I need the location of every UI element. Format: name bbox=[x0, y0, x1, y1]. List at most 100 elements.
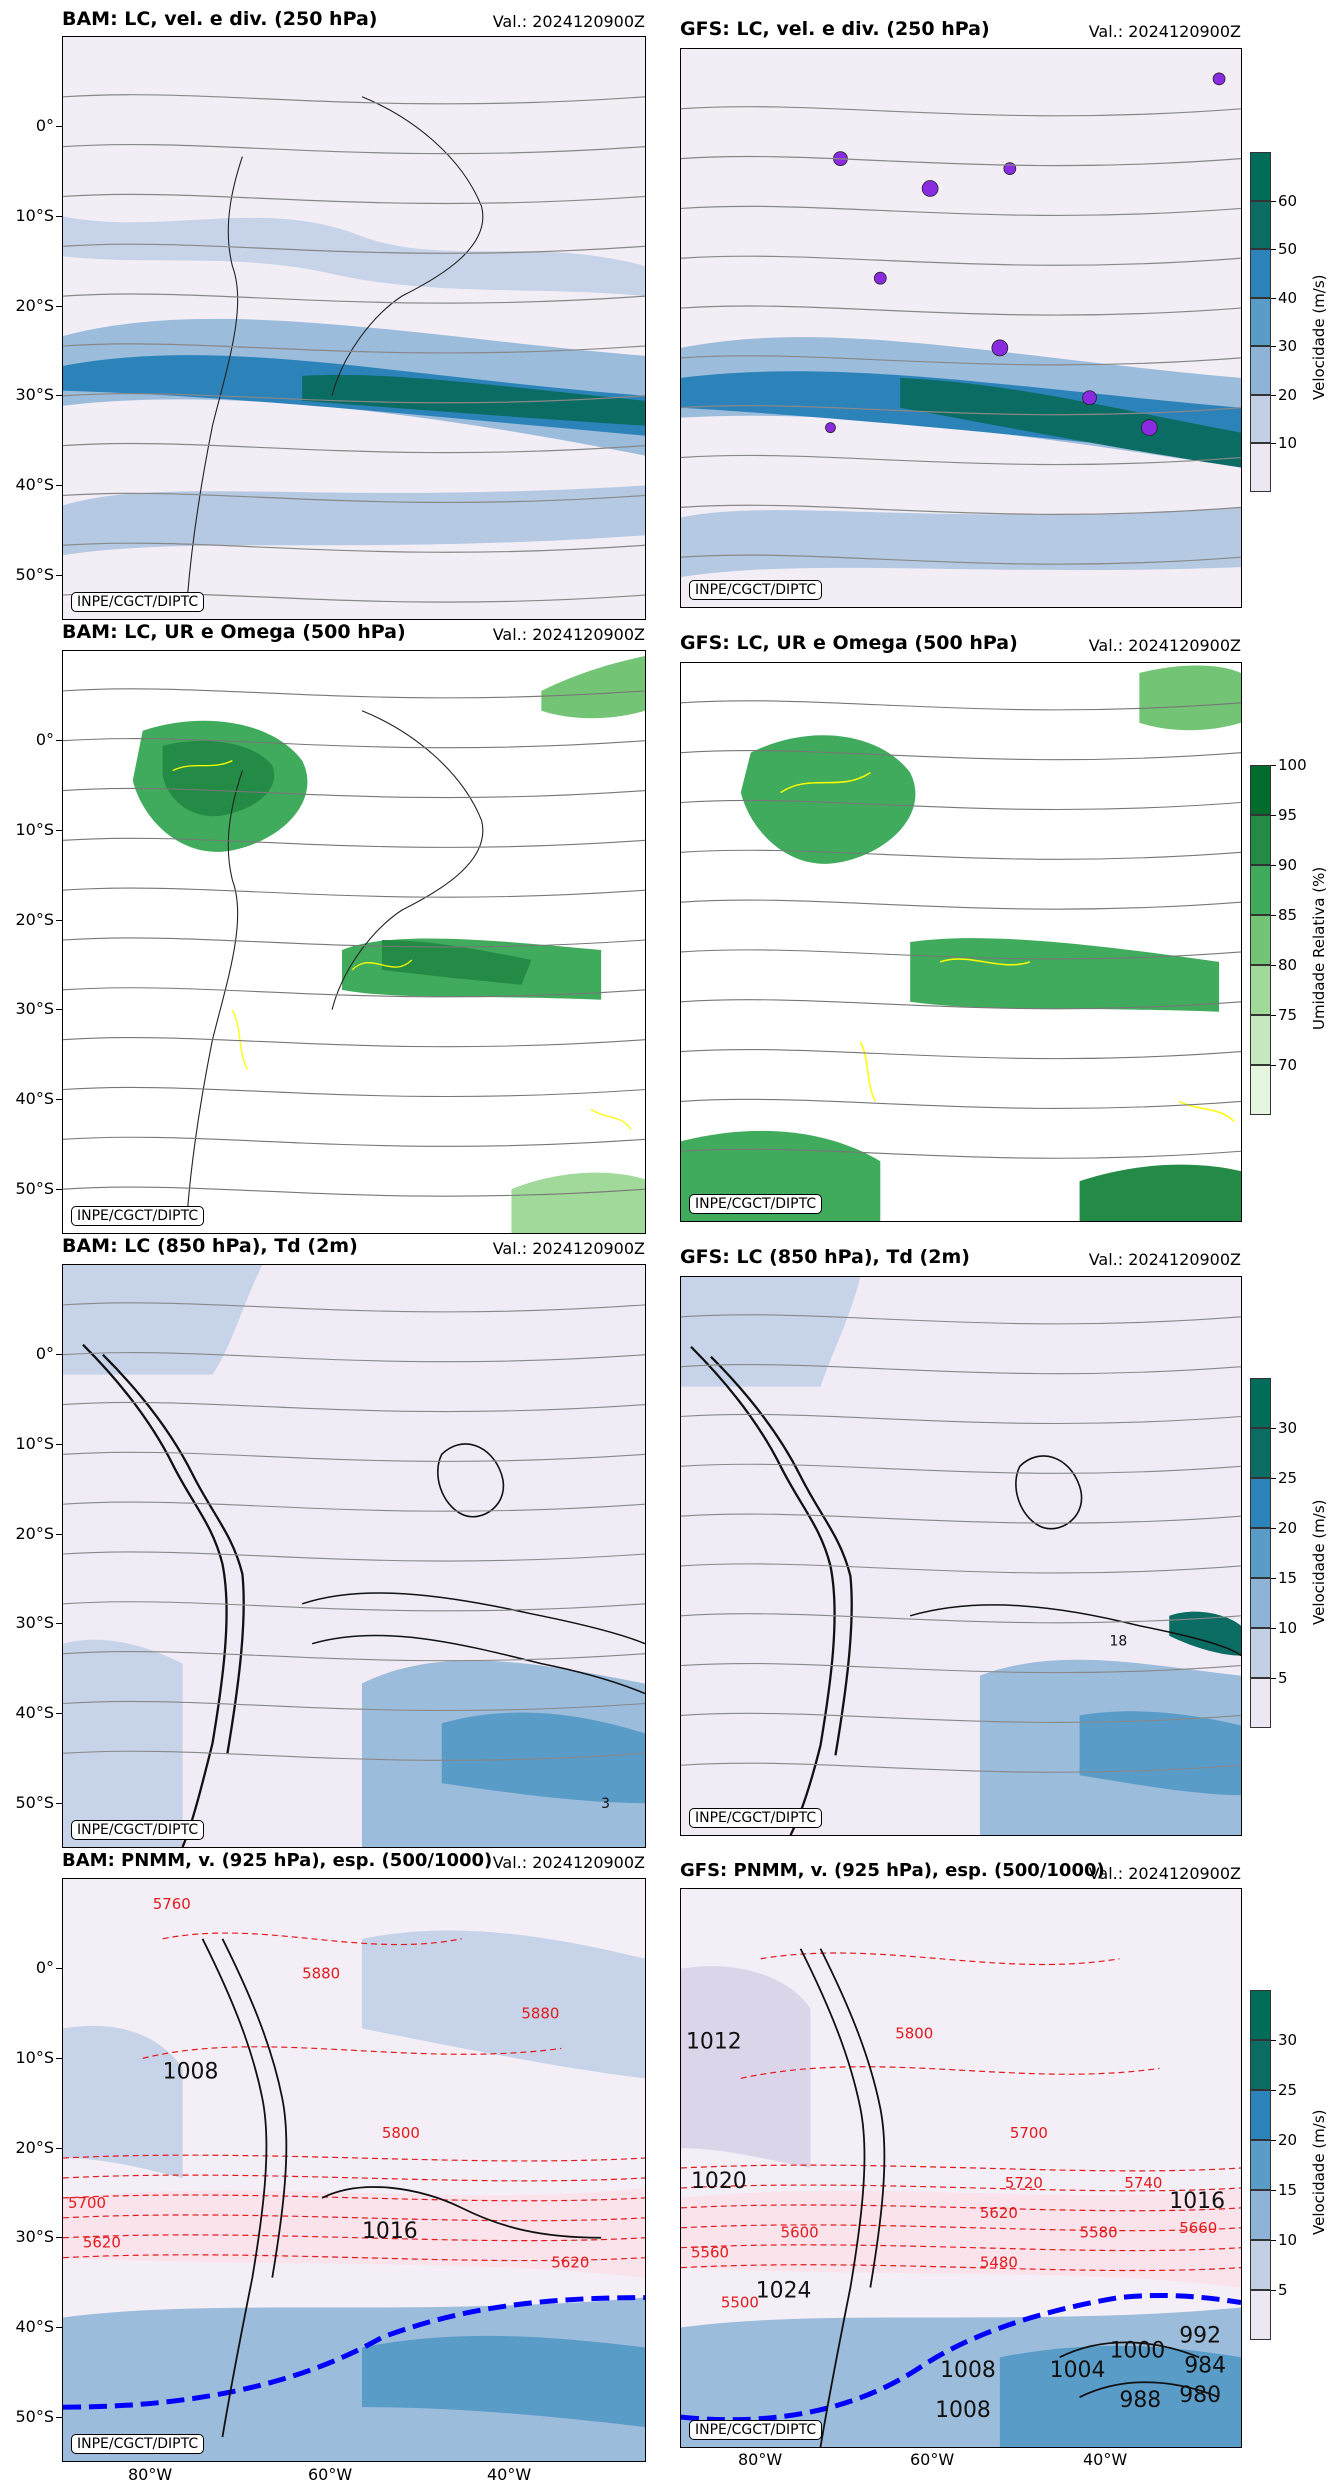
lat-tick bbox=[56, 1189, 62, 1191]
lat-label: 0° bbox=[35, 1343, 54, 1363]
colorbar-tick bbox=[1271, 815, 1276, 816]
colorbar-segment bbox=[1250, 1015, 1271, 1065]
colorbar-tick-label: 15 bbox=[1278, 1569, 1298, 1587]
lat-tick bbox=[56, 395, 62, 397]
contour-label: 5620 bbox=[83, 2234, 121, 2252]
lat-label: 20°S bbox=[15, 1523, 54, 1543]
colorbar-title-vel250: Velocidade (m/s) bbox=[1310, 274, 1328, 400]
panel-valid-gfs500: Val.: 2024120900Z bbox=[1088, 636, 1241, 655]
lat-label: 0° bbox=[35, 1957, 54, 1977]
colorbar-tick bbox=[1271, 2040, 1276, 2041]
colorbar-tick bbox=[1271, 297, 1276, 299]
colorbar-tick-label: 50 bbox=[1278, 240, 1298, 259]
colorbar-segment bbox=[1250, 443, 1271, 492]
colorbar-tick bbox=[1271, 2240, 1276, 2241]
contour-label: 5620 bbox=[551, 2254, 589, 2272]
lat-label: 20°S bbox=[15, 2137, 54, 2157]
lon-label: 60°W bbox=[308, 2465, 353, 2484]
panel-valid-gfs850: Val.: 2024120900Z bbox=[1088, 1250, 1241, 1269]
lat-tick bbox=[56, 1533, 62, 1535]
colorbar-segment bbox=[1250, 765, 1271, 815]
colorbar-segment bbox=[1250, 2090, 1271, 2140]
colorbar-tick-label: 10 bbox=[1278, 2231, 1298, 2249]
colorbar-tick bbox=[1271, 1478, 1276, 1479]
colorbar-tick-label: 95 bbox=[1278, 806, 1298, 824]
lat-label: 30°S bbox=[15, 999, 54, 1019]
map-gfs500-graphic bbox=[681, 663, 1241, 1221]
panel-valid-bam500: Val.: 2024120900Z bbox=[492, 625, 645, 644]
colorbar-tick bbox=[1271, 2090, 1276, 2091]
lat-tick bbox=[56, 1967, 62, 1969]
colorbar-tick-label: 10 bbox=[1278, 434, 1298, 453]
colorbar-tick bbox=[1271, 865, 1276, 866]
colorbar-tick bbox=[1271, 1015, 1276, 1016]
colorbar-segment bbox=[1250, 1578, 1271, 1628]
lat-tick bbox=[56, 125, 62, 127]
lat-label: 10°S bbox=[15, 819, 54, 839]
colorbar-tick bbox=[1271, 2290, 1276, 2291]
map-bam850: 3 INPE/CGCT/DIPTC bbox=[62, 1264, 646, 1848]
colorbar-segment bbox=[1250, 1428, 1271, 1478]
colorbar-tick bbox=[1271, 1578, 1276, 1579]
contour-label: 1000 bbox=[1109, 2338, 1165, 2363]
contour-label: 1016 bbox=[362, 2219, 418, 2244]
colorbar-segment bbox=[1250, 2290, 1271, 2340]
colorbar-segment bbox=[1250, 865, 1271, 915]
colorbar-tick bbox=[1271, 443, 1276, 445]
lat-tick bbox=[56, 215, 62, 217]
colorbar-vel250: 10 20 30 40 50 60 bbox=[1250, 152, 1297, 492]
lat-tick bbox=[56, 1009, 62, 1011]
colorbar-segment bbox=[1250, 394, 1271, 444]
panel-title-gfs250: GFS: LC, vel. e div. (250 hPa) bbox=[680, 18, 990, 40]
colorbar-title-ur500: Umidade Relativa (%) bbox=[1310, 866, 1328, 1030]
lat-tick bbox=[56, 1803, 62, 1805]
colorbar-segment bbox=[1250, 346, 1271, 395]
lat-tick bbox=[56, 2327, 62, 2329]
colorbar-segment bbox=[1250, 200, 1271, 250]
lat-label: 10°S bbox=[15, 2047, 54, 2067]
map-bam500-graphic bbox=[63, 651, 645, 1233]
contour-label: 984 bbox=[1184, 2353, 1226, 2378]
lat-label: 30°S bbox=[15, 385, 54, 405]
map-bampnmm: 5760 1008 5700 5620 5800 5880 1016 5880 … bbox=[62, 1878, 646, 2462]
colorbar-tick bbox=[1271, 2140, 1276, 2141]
lat-label: 50°S bbox=[15, 2407, 54, 2427]
lon-label: 80°W bbox=[738, 2450, 783, 2469]
lat-tick bbox=[56, 305, 62, 307]
colorbar-tick-label: 20 bbox=[1278, 385, 1298, 404]
map-gfs850-graphic: 18 bbox=[681, 1277, 1241, 1835]
colorbar-tick-label: 5 bbox=[1278, 2281, 1288, 2299]
contour-label: 988 bbox=[1119, 2388, 1161, 2413]
panel-valid-bampnmm: Val.: 2024120900Z bbox=[492, 1853, 645, 1872]
colorbar-title-vel850: Velocidade (m/s) bbox=[1310, 1499, 1328, 1625]
colorbar-tick-label: 30 bbox=[1278, 1419, 1298, 1437]
colorbar-tick-label: 20 bbox=[1278, 2131, 1298, 2149]
lat-label: 50°S bbox=[15, 1179, 54, 1199]
contour-label: 5480 bbox=[980, 2254, 1018, 2272]
map-gfs250-graphic bbox=[681, 49, 1241, 607]
credit-gfs500: INPE/CGCT/DIPTC bbox=[689, 1194, 823, 1214]
colorbar-tick bbox=[1271, 1678, 1276, 1679]
colorbar-segment bbox=[1250, 249, 1271, 298]
colorbar-tick bbox=[1271, 1528, 1276, 1529]
panel-valid-gfspnmm: Val.: 2024120900Z bbox=[1088, 1864, 1241, 1883]
colorbar-tick-label: 80 bbox=[1278, 956, 1298, 974]
colorbar-tick bbox=[1271, 1428, 1276, 1429]
colorbar-segment bbox=[1250, 965, 1271, 1015]
map-bam250: INPE/CGCT/DIPTC bbox=[62, 36, 646, 620]
colorbar-tick bbox=[1271, 1065, 1276, 1066]
panel-title-gfspnmm: GFS: PNMM, v. (925 hPa), esp. (500/1000) bbox=[680, 1860, 1105, 1881]
panel-valid-bam850: Val.: 2024120900Z bbox=[492, 1239, 645, 1258]
colorbar-tick-label: 60 bbox=[1278, 191, 1298, 210]
contour-label: 5560 bbox=[691, 2244, 729, 2262]
lat-label: 40°S bbox=[15, 2317, 54, 2337]
lat-tick bbox=[56, 739, 62, 741]
colorbar-tick bbox=[1271, 915, 1276, 916]
lat-tick bbox=[56, 1623, 62, 1625]
lat-tick bbox=[56, 485, 62, 487]
lat-label: 10°S bbox=[15, 205, 54, 225]
colorbar-tick-label: 25 bbox=[1278, 1469, 1298, 1487]
contour-label: 980 bbox=[1179, 2383, 1221, 2408]
colorbar-segment bbox=[1250, 297, 1271, 347]
credit-gfs250: INPE/CGCT/DIPTC bbox=[689, 580, 823, 600]
